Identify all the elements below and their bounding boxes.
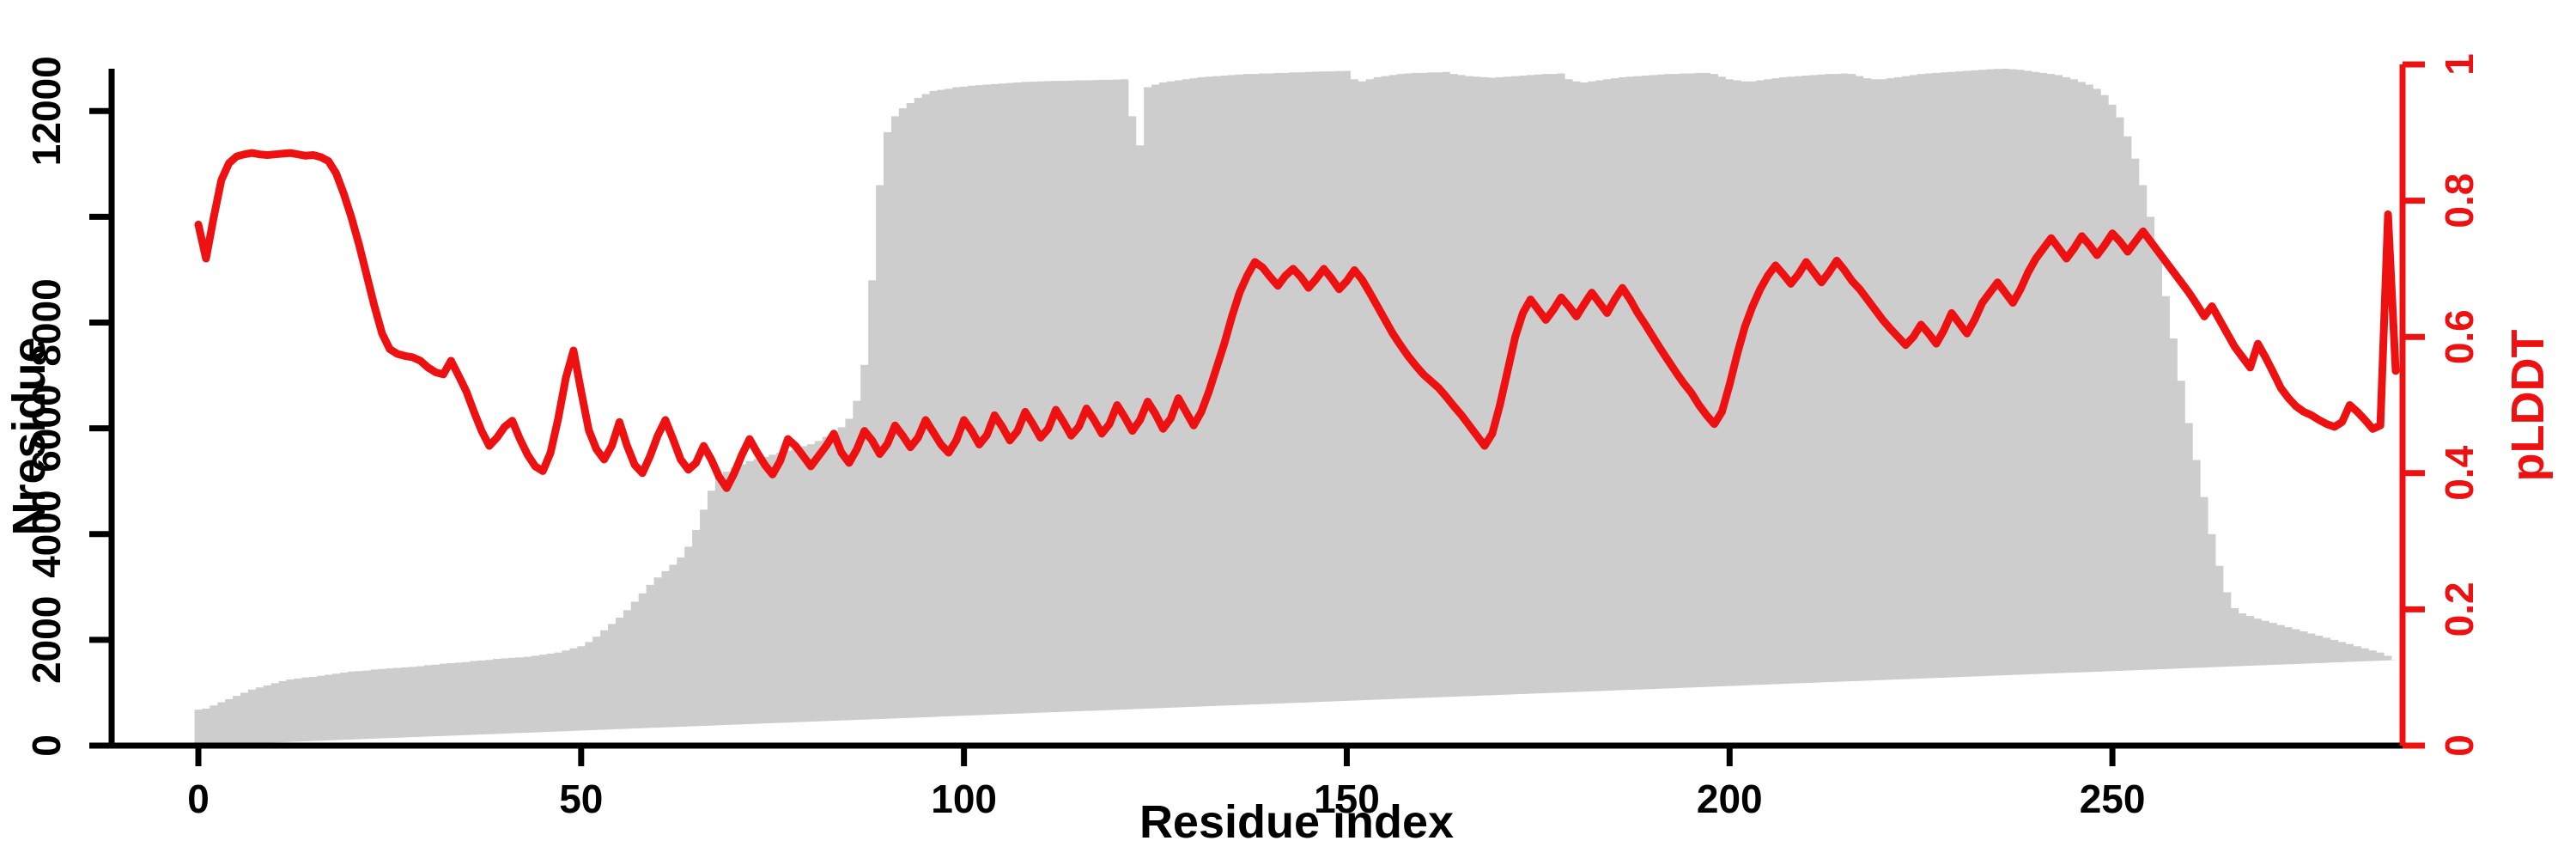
y-axis-left-tick-label: 2000 [24, 596, 69, 684]
y-axis-left-ticks [89, 107, 112, 749]
x-axis-tick-label: 50 [559, 777, 603, 821]
y-axis-left-title: Nresidue [3, 337, 55, 535]
x-axis-tick-label: 100 [931, 777, 997, 821]
y-axis-right-tick-label: 0.6 [2437, 309, 2482, 364]
y-axis-right-title: pLDDT [2502, 330, 2554, 482]
x-axis-tick-label: 0 [187, 777, 210, 821]
y-axis-left-tick-label: 12000 [24, 56, 69, 166]
y-axis-right-tick-label: 0.2 [2437, 582, 2482, 637]
y-axis-right-tick-label: 1 [2437, 53, 2482, 76]
y-axis-left-tick-label: 4000 [24, 490, 69, 578]
y-axis-left-tick-label: 0 [24, 734, 69, 757]
y-axis-right-tick-label: 0.4 [2437, 445, 2482, 500]
y-axis-right-tick-label: 0.8 [2437, 174, 2482, 228]
x-axis-title: Residue index [1139, 796, 1454, 848]
y-axis-right: 0 0.2 0.4 0.6 0.8 1 pLDDT [2399, 53, 2554, 757]
x-axis-ticks [195, 746, 2116, 766]
plddt-line-series [194, 149, 2400, 492]
x-axis: 0 50 100 150 200 250 Residue index [112, 742, 2403, 848]
x-axis-tick-label: 150 [1314, 777, 1380, 821]
x-axis-tick-labels: 0 50 100 150 200 250 [187, 777, 2145, 821]
y-axis-right-tick-label: 0 [2437, 734, 2482, 757]
y-axis-right-tick-labels: 0 0.2 0.4 0.6 0.8 1 [2437, 53, 2482, 757]
nresidue-histogram [194, 69, 2400, 746]
y-axis-left-tick-label: 6000 [24, 384, 69, 472]
y-axis-left-tick-label: 8000 [24, 278, 69, 366]
y-axis-left-tick-labels: 0 2000 4000 6000 8000 12000 [24, 56, 69, 757]
y-axis-left: 0 2000 4000 6000 8000 12000 Nresidue [3, 56, 115, 757]
x-axis-tick-label: 200 [1697, 777, 1763, 821]
x-axis-tick-label: 250 [2080, 777, 2146, 821]
y-axis-right-ticks [2403, 61, 2425, 749]
